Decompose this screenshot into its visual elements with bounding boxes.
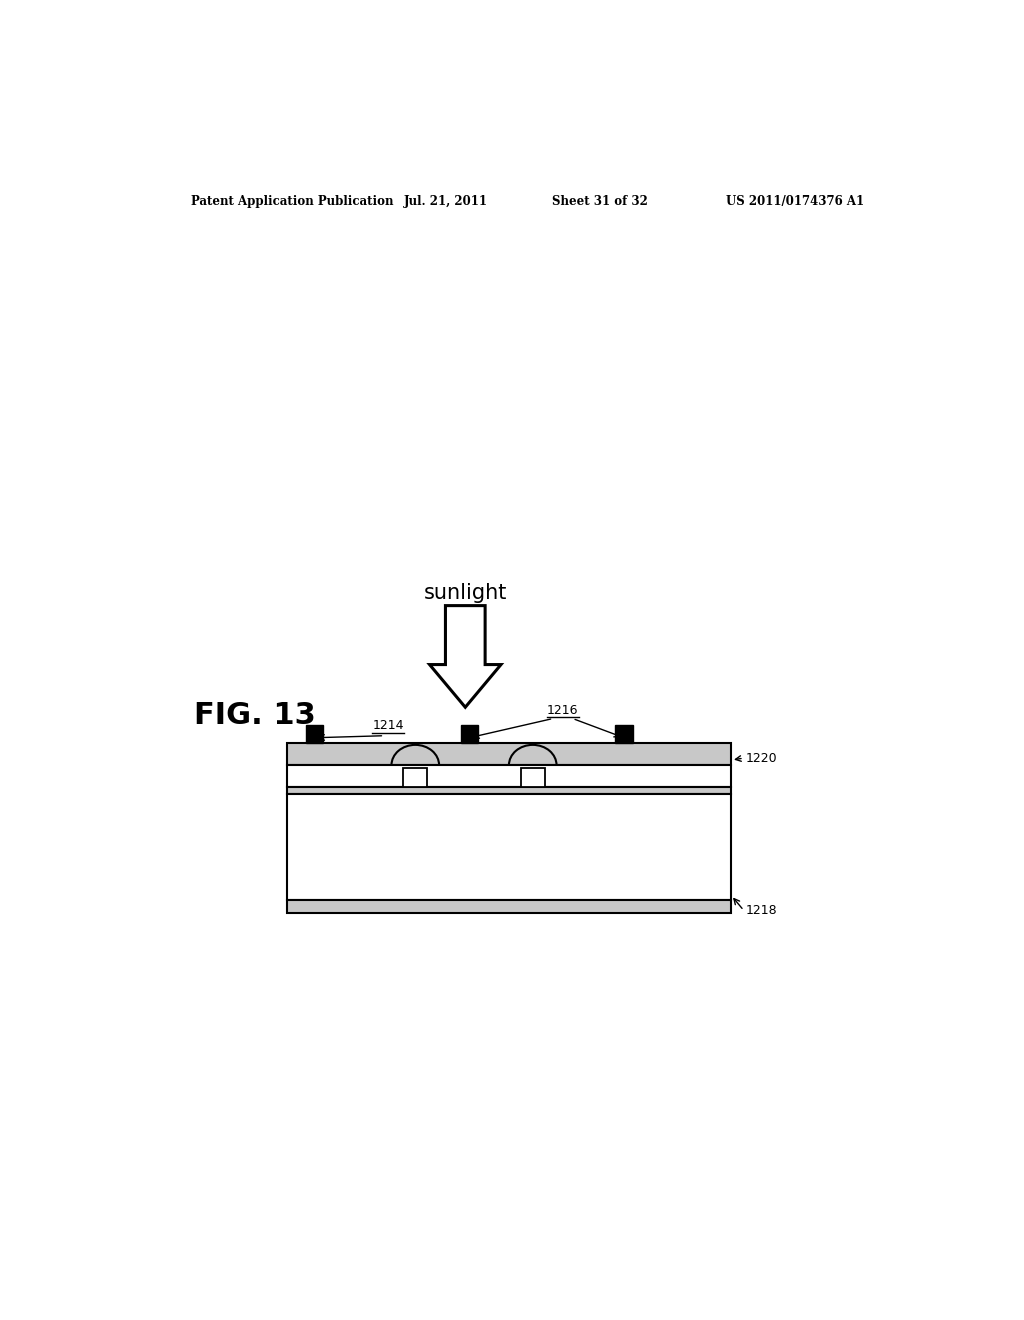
- Bar: [287, 743, 731, 766]
- Text: Patent Application Publication: Patent Application Publication: [191, 194, 394, 207]
- Bar: [287, 787, 731, 793]
- Text: 1218: 1218: [745, 904, 777, 917]
- Bar: [615, 725, 633, 743]
- Bar: [287, 766, 731, 787]
- Polygon shape: [430, 606, 501, 708]
- Text: 1212: 1212: [315, 771, 347, 784]
- Text: Jul. 21, 2011: Jul. 21, 2011: [403, 194, 487, 207]
- Bar: [403, 768, 427, 787]
- Bar: [521, 768, 545, 787]
- Text: 1216: 1216: [547, 704, 579, 717]
- Text: sunlight: sunlight: [424, 583, 507, 603]
- Text: 1220: 1220: [745, 751, 777, 764]
- Bar: [461, 725, 478, 743]
- Text: US 2011/0174376 A1: US 2011/0174376 A1: [726, 194, 863, 207]
- Text: FIG. 13: FIG. 13: [195, 701, 315, 730]
- Text: 1214: 1214: [373, 719, 404, 733]
- Text: 1208: 1208: [433, 861, 465, 874]
- Text: Sheet 31 of 32: Sheet 31 of 32: [552, 194, 648, 207]
- Text: 1206: 1206: [481, 800, 513, 813]
- Text: 1210: 1210: [515, 762, 547, 775]
- Bar: [287, 900, 731, 912]
- Bar: [306, 725, 324, 743]
- Bar: [287, 793, 731, 900]
